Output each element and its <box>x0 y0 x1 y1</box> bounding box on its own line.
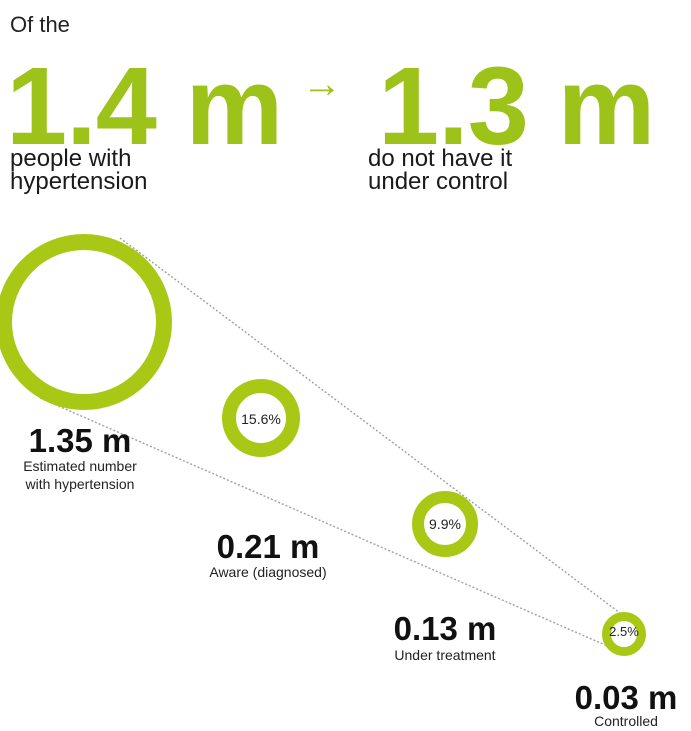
funnel-bottom-line <box>39 397 613 649</box>
caption-line: do not have it <box>368 145 513 172</box>
total-hypertension-caption: people with hypertension <box>10 145 148 195</box>
estimated-value: 1.35 m <box>28 422 132 459</box>
arrow-right-icon: → <box>302 62 342 106</box>
caption-line: hypertension <box>10 168 148 195</box>
treatment-percent: 9.9% <box>429 516 461 532</box>
controlled-value: 0.03 m <box>574 679 678 716</box>
aware-value: 0.21 m <box>216 528 320 565</box>
ring-controlled <box>602 612 646 656</box>
estimated-label: Estimated number with hypertension <box>2 457 158 493</box>
intro-text: Of the <box>10 12 70 37</box>
uncontrolled-value: 1.3 m <box>378 45 655 168</box>
controlled-label: Controlled <box>594 713 658 729</box>
caption-line: under control <box>368 168 509 195</box>
controlled-percent: 2.5% <box>609 624 639 639</box>
aware-percent: 15.6% <box>241 411 281 427</box>
treatment-value: 0.13 m <box>393 610 497 647</box>
uncontrolled-caption: do not have it under control <box>368 145 513 195</box>
caption-line: people with <box>10 145 132 172</box>
funnel-top-line <box>119 237 641 629</box>
label-line: with hypertension <box>25 476 135 492</box>
aware-label: Aware (diagnosed) <box>209 564 327 580</box>
label-line: Estimated number <box>23 458 137 474</box>
total-hypertension-value: 1.4 m <box>6 45 283 168</box>
ring-estimated <box>0 234 172 410</box>
treatment-label: Under treatment <box>394 647 496 663</box>
